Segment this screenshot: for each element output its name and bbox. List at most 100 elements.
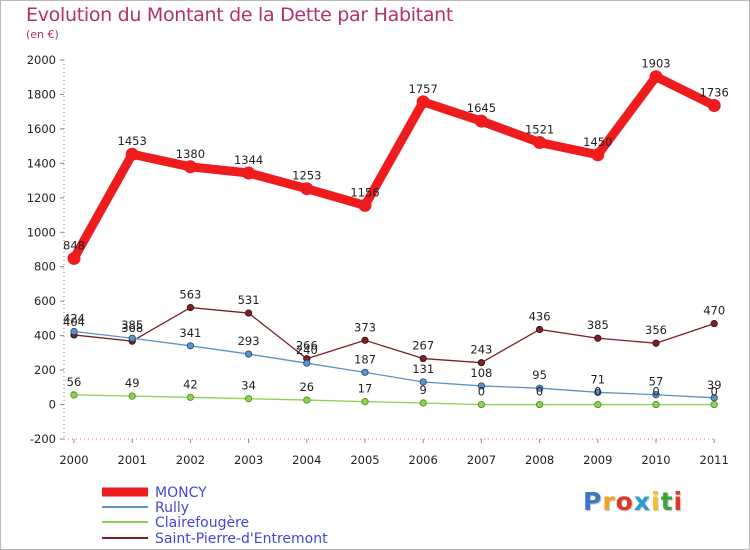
data-label: 240 [296,343,318,357]
x-tick-label: 2008 [525,453,554,467]
data-label: 57 [649,375,664,389]
x-tick-label: 2004 [292,453,321,467]
y-tick-label: 1000 [27,225,56,239]
data-label: 1521 [525,123,554,137]
data-point [652,391,660,399]
data-label: 531 [238,293,260,307]
data-point [594,400,602,409]
data-point [300,182,314,196]
data-point [594,388,602,396]
data-point [710,400,718,409]
legend-label: Saint-Pierre-d'Entremont [155,531,328,547]
data-label: 404 [63,315,85,329]
data-label: 293 [238,334,260,348]
data-point [183,160,197,174]
data-point [245,350,253,358]
data-point [652,400,660,409]
data-point [474,114,488,128]
data-label: 848 [63,238,85,252]
proxiti-logo: Proxiti [583,487,684,516]
data-label: 1344 [234,153,263,167]
data-label: 1453 [118,134,147,148]
y-tick-label: 600 [34,294,56,308]
chart-title: Evolution du Montant de la Dette par Hab… [26,4,454,26]
data-label: 243 [470,343,492,357]
data-label: 373 [354,320,376,334]
y-tick-label: 1400 [27,156,56,170]
data-label: 71 [590,372,605,386]
data-point [245,309,253,317]
data-label: 0 [594,385,601,399]
data-label: 0 [652,385,659,399]
data-label: 436 [529,309,551,323]
data-point [533,136,547,150]
legend-label: Clairefougère [155,515,249,531]
chart-subtitle: (en €) [26,28,59,41]
data-point [535,384,544,392]
data-label: 0 [478,385,485,399]
data-point [419,399,427,407]
data-point [535,400,544,409]
x-tick-label: 2000 [59,453,88,467]
data-point [361,368,369,376]
data-label: 9 [420,383,427,397]
data-point [594,334,602,342]
data-label: 49 [125,376,140,390]
series-line-3 [73,306,715,364]
data-label: 1903 [641,57,670,71]
data-point [242,166,256,180]
data-label: 1736 [700,85,729,99]
data-label: 385 [121,318,143,332]
data-point [710,319,718,328]
data-label: 34 [241,379,256,393]
legend-label: MONCY [155,485,207,501]
data-point [67,251,81,265]
data-point [358,198,372,212]
data-point [419,354,427,363]
data-label: 368 [121,321,143,335]
data-label: 56 [67,375,82,389]
x-tick-label: 2003 [234,453,263,467]
y-tick-label: 1600 [27,122,56,136]
data-point [128,334,136,342]
y-tick-label: 200 [34,363,56,377]
data-label: 17 [358,382,373,396]
data-label: 341 [179,326,201,340]
data-point [535,325,544,334]
data-label: 424 [63,312,85,326]
y-tick-label: -200 [30,432,56,446]
data-label: 0 [711,385,718,399]
data-point [125,147,139,161]
data-label: 1757 [409,82,438,96]
data-point [186,303,194,312]
y-tick-label: 400 [34,329,56,343]
data-label: 267 [412,339,434,353]
data-point [186,393,194,401]
data-label: 1156 [350,185,379,199]
data-label: 1253 [292,169,321,183]
data-point [477,400,485,409]
data-label: 42 [183,377,198,391]
data-label: 187 [354,352,376,366]
y-tick-label: 2000 [27,53,56,67]
data-label: 95 [532,368,547,382]
data-point [361,398,369,406]
data-point [649,70,663,84]
x-tick-label: 2005 [350,453,379,467]
series-line-2 [73,394,715,406]
x-tick-label: 2010 [641,453,670,467]
series-line-1 [73,330,715,399]
data-point [419,378,427,386]
data-point [707,98,721,112]
data-label: 385 [587,318,609,332]
y-tick-label: 800 [34,260,56,274]
data-point [652,339,660,347]
data-point [303,396,311,404]
series-line-0 [69,72,719,263]
data-point [70,327,78,336]
data-point [186,342,194,350]
x-tick-label: 2009 [583,453,612,467]
y-tick-label: 1800 [27,87,56,101]
